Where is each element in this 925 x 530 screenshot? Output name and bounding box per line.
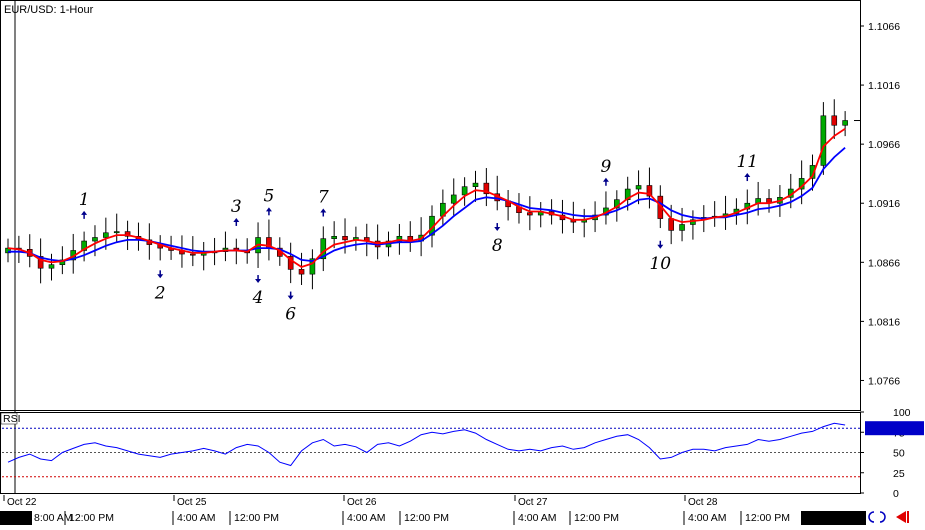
candle-body [396,236,403,242]
date-label: Oct 27 [518,497,548,508]
price-tick-label: 1.0866 [868,257,900,269]
candle-body [624,188,631,200]
candle-body [190,253,196,256]
time-label: 12:00 PM [234,512,279,524]
candle-body [450,194,457,204]
candle-body [37,256,44,269]
signal-label: 3 [231,197,242,217]
candle-body [472,182,479,187]
candle-body [668,218,674,231]
fast-ma-line [7,128,846,268]
price-tick-label: 1.0766 [868,375,900,387]
slow-ma-line [8,147,846,263]
candle-body [124,231,131,237]
rsi-current-value-box [865,421,924,436]
time-label: 8:00 AM [34,512,73,524]
right-date-tag-bg [801,511,866,525]
candle-body [842,120,848,126]
date-label: Oct 26 [347,497,377,508]
price-tick-label: 1.0916 [868,198,900,210]
signal-label: 9 [601,157,612,177]
signal-label: 2 [154,283,166,303]
candle-body [59,259,66,265]
candle-body [483,182,490,195]
candle-body [103,232,109,238]
signal-label: 11 [736,152,758,172]
signal-arrow-up-head [265,207,272,212]
candle-body [309,258,316,275]
signal-label: 8 [492,236,503,256]
candle-body [635,185,642,190]
signal-arrow-down-head [157,274,164,279]
signal-arrow-up-head [233,217,240,222]
signal-label: 10 [649,254,671,274]
price-tick-label: 1.0816 [868,316,900,328]
date-label: Oct 25 [177,497,207,508]
time-label: 12:00 PM [69,512,114,524]
candle-body [287,256,294,270]
rsi-label: RSI [3,413,21,425]
candle-body [113,231,120,234]
candle-body [461,186,468,196]
signal-arrow-up-head [602,177,609,182]
signal-arrow-down-head [255,279,262,284]
rsi-tick-label: 50 [893,448,905,460]
candle-body [679,224,685,231]
main-panel-frame [0,0,861,411]
chart-title: EUR/USD: 1-Hour [4,4,94,16]
price-tick-label: 1.1016 [868,80,900,92]
time-label: 4:00 AM [518,512,557,524]
signal-label: 5 [264,186,275,206]
price-tick-label: 1.1066 [868,21,900,33]
candle-body [331,236,337,239]
time-label: 12:00 PM [404,512,449,524]
right-date-tag: Oct 31, 2016 [804,513,864,525]
candle-body [81,240,87,251]
candle-body [809,165,816,179]
signal-arrow-down-head [287,295,294,300]
signal-label: 4 [252,288,264,308]
signal-arrow-up-head [744,173,751,178]
rsi-tick-label: 0 [893,488,899,500]
candle-body [92,237,98,242]
signal-arrow-down-head [657,244,664,249]
candle-body [831,115,838,126]
time-label: 4:00 AM [177,512,216,524]
candle-body [527,212,533,216]
rsi-line [7,422,846,467]
link-icon[interactable] [868,511,886,523]
time-label: 12:00 PM [574,512,619,524]
rsi-tick-label: 100 [893,407,911,419]
signal-arrow-up-head [81,210,88,215]
signal-label: 6 [285,305,296,325]
signal-label: 1 [79,190,90,210]
rsi-tick-label: 25 [893,468,905,480]
signal-arrow-down-head [494,227,501,232]
candle-body [342,236,348,241]
back-arrow-icon[interactable] [896,511,906,523]
rsi-label-box [0,412,18,425]
candle-body [48,264,55,269]
candle-body [298,269,305,275]
signal-label: 7 [318,187,329,207]
left-date-tag: 201 [2,513,20,525]
candle-body [320,238,327,260]
time-label: 4:00 AM [688,512,727,524]
time-label: 4:00 AM [347,512,386,524]
signal-arrow-up-head [320,208,327,213]
candle-body [820,115,827,166]
date-label: Oct 22 [7,497,37,508]
candle-body [646,185,653,197]
price-tick-label: 1.0966 [868,139,900,151]
date-label: Oct 28 [688,497,718,508]
time-label: 12:00 PM [745,512,790,524]
left-date-tag-bg [0,511,32,525]
